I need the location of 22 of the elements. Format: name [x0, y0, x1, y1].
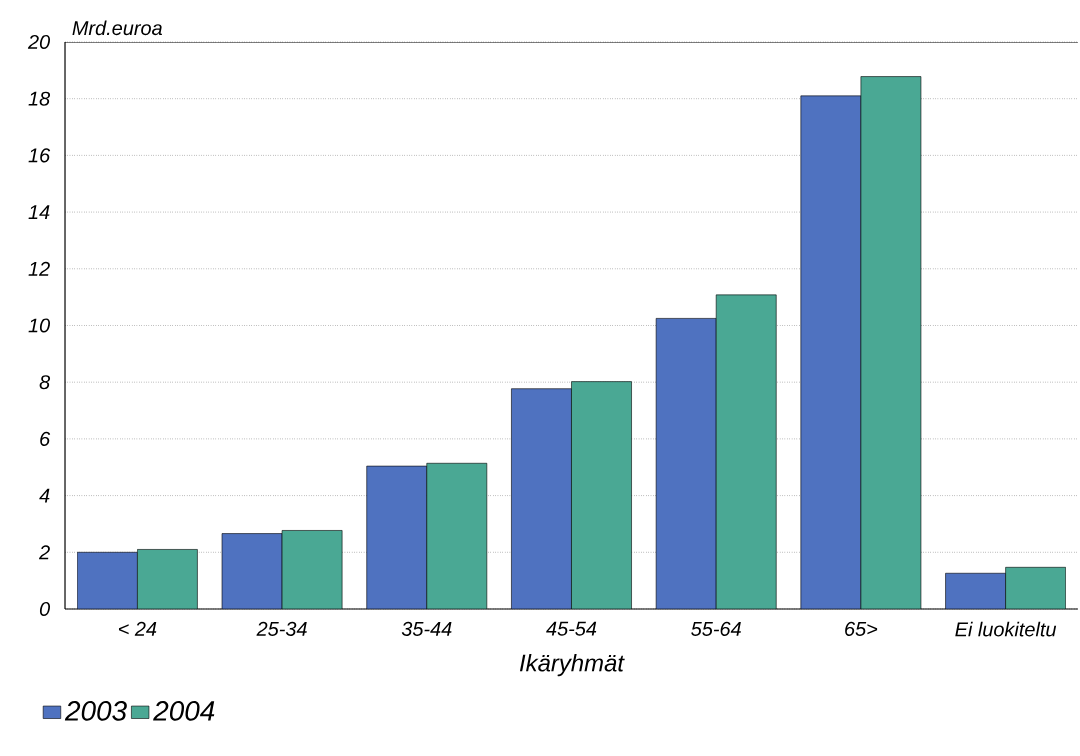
x-tick-label: 45-54 [546, 621, 597, 636]
legend-label: 2004 [153, 701, 215, 721]
y-axis-title: Mrd.euroa [72, 20, 162, 36]
y-tick-label: 14 [28, 205, 50, 219]
x-tick-label: Ei luokiteltu [955, 621, 1057, 637]
y-tick-label: 6 [40, 431, 51, 446]
x-tick-label: 65> [845, 621, 878, 636]
y-tick-label: 0 [39, 601, 51, 617]
y-tick-label: 2 [38, 545, 50, 560]
y-tick-label: 10 [28, 318, 50, 333]
y-tick-label: 8 [39, 375, 51, 390]
y-tick-label: 18 [28, 91, 51, 106]
y-tick-label: 20 [27, 34, 50, 50]
x-tick-label: 55-64 [691, 621, 741, 636]
legend-label: 2003 [64, 701, 127, 721]
y-tick-label: 4 [39, 488, 50, 503]
x-tick-label: 35-44 [401, 621, 452, 636]
y-tick-label: 12 [28, 261, 50, 276]
x-tick-label: < 24 [118, 621, 157, 636]
x-tick-label: 25-34 [256, 621, 307, 636]
x-axis-title: Ikäryhmät [519, 653, 625, 677]
y-tick-label: 16 [28, 148, 51, 163]
